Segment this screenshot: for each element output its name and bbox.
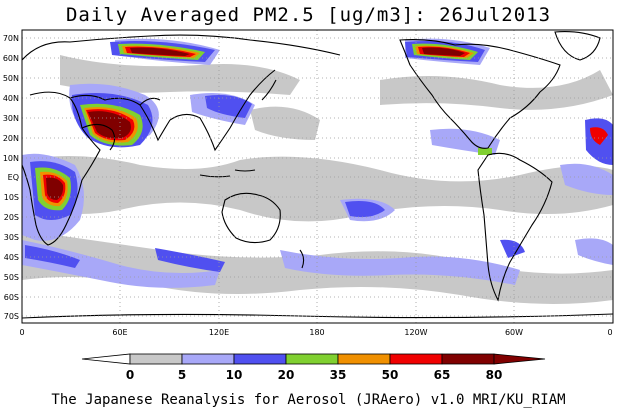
- colorbar-label: 20: [278, 368, 295, 382]
- graticule: [22, 30, 613, 323]
- lat-label: 70S: [4, 312, 19, 321]
- colorbar-segment: [233, 353, 287, 365]
- lon-label: 180: [309, 328, 324, 337]
- colorbar-segment: [493, 353, 546, 365]
- lon-label: 0: [607, 328, 612, 337]
- lat-label: 30S: [4, 233, 19, 242]
- colorbar-label: 5: [178, 368, 186, 382]
- map-frame: [21, 29, 614, 324]
- lat-label: 20N: [3, 134, 19, 143]
- colorbar-label: 10: [226, 368, 243, 382]
- lat-label: 10N: [3, 154, 19, 163]
- colorbar-segment: [441, 353, 495, 365]
- lon-label: 120E: [209, 328, 229, 337]
- lat-label: 50S: [4, 273, 19, 282]
- colorbar-segment: [389, 353, 443, 365]
- colorbar-labels: 0 5 10 20 35 50 65 80: [126, 368, 503, 382]
- colorbar-segment: [181, 353, 235, 365]
- colorbar-segment: [337, 353, 391, 365]
- colorbar-label: 65: [434, 368, 451, 382]
- latitude-axis: 70N 60N 50N 40N 30N 20N 10N EQ 10S 20S 3…: [3, 34, 19, 321]
- lat-label: 60S: [4, 293, 19, 302]
- footer-credit: The Japanese Reanalysis for Aerosol (JRA…: [51, 392, 566, 408]
- colorbar-segment: [285, 353, 339, 365]
- lat-label: 40N: [3, 94, 19, 103]
- longitude-axis: 0 60E 120E 180 120W 60W 0: [19, 328, 612, 337]
- lat-label: 10S: [4, 193, 19, 202]
- colorbar-label: 50: [382, 368, 399, 382]
- colorbar-segment: [129, 353, 183, 365]
- lat-label: EQ: [8, 173, 19, 182]
- lon-label: 120W: [404, 328, 427, 337]
- lat-label: 20S: [4, 213, 19, 222]
- colorbar: [81, 353, 546, 365]
- colorbar-label: 35: [330, 368, 347, 382]
- colorbar-label: 0: [126, 368, 134, 382]
- colorbar-segment: [81, 353, 131, 365]
- lon-label: 60E: [112, 328, 127, 337]
- concentration-field: [22, 38, 613, 304]
- lat-label: 70N: [3, 34, 19, 43]
- colorbar-label: 80: [486, 368, 503, 382]
- lat-label: 60N: [3, 54, 19, 63]
- lon-label: 0: [19, 328, 24, 337]
- map-title: Daily Averaged PM2.5 [ug/m3]: 26Jul2013: [65, 4, 552, 26]
- lon-label: 60W: [505, 328, 523, 337]
- coastlines: [22, 31, 613, 319]
- lat-label: 50N: [3, 74, 19, 83]
- lat-label: 30N: [3, 114, 19, 123]
- lat-label: 40S: [4, 253, 19, 262]
